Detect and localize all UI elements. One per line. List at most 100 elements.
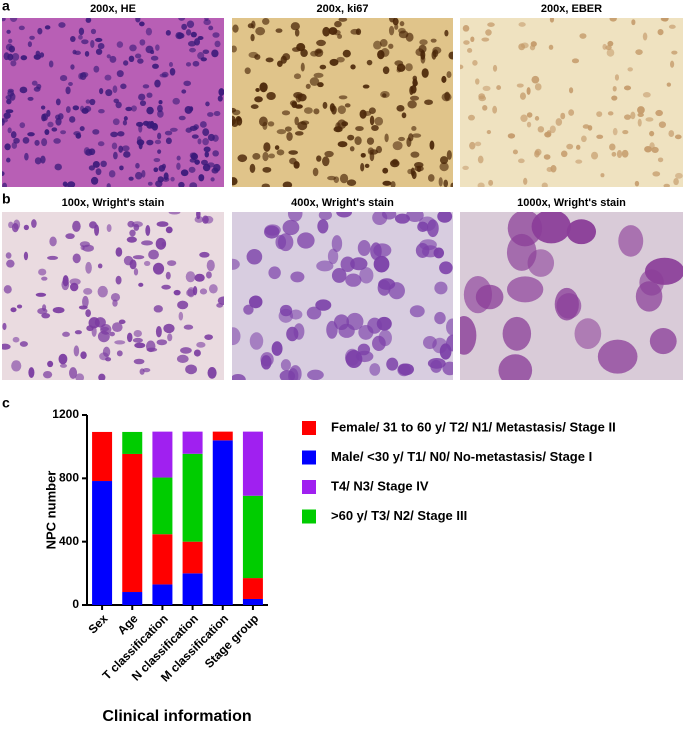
cell xyxy=(543,154,551,160)
cell xyxy=(99,87,104,95)
cell xyxy=(575,159,583,164)
legend-label: Female/ 31 to 60 y/ T2/ N1/ Metastasis/ … xyxy=(331,419,616,434)
cell xyxy=(152,63,159,69)
cell xyxy=(67,181,76,187)
cell xyxy=(8,38,13,44)
cell xyxy=(280,359,291,371)
cell xyxy=(155,237,167,250)
cell xyxy=(416,166,422,173)
cell xyxy=(138,282,144,287)
bar-segment xyxy=(212,440,233,605)
cell xyxy=(674,134,682,140)
cell xyxy=(202,215,209,224)
cell xyxy=(90,176,99,185)
cell xyxy=(300,62,305,72)
cell xyxy=(131,221,143,228)
cell xyxy=(373,40,382,50)
cell xyxy=(316,260,334,272)
cell xyxy=(410,151,420,158)
cell xyxy=(276,129,287,135)
cell xyxy=(138,142,143,150)
cell xyxy=(203,146,211,153)
cell xyxy=(284,126,292,132)
cell xyxy=(434,311,446,325)
cell xyxy=(176,32,185,39)
cell xyxy=(136,136,142,144)
panel-label: b xyxy=(2,191,11,207)
legend-label: Male/ <30 y/ T1/ N0/ No-metastasis/ Stag… xyxy=(331,449,592,464)
cell xyxy=(106,183,111,187)
cell xyxy=(165,271,171,280)
cell xyxy=(316,155,322,162)
cell xyxy=(376,316,392,331)
bar-segment xyxy=(152,477,173,535)
cell xyxy=(113,151,118,160)
cell xyxy=(378,278,396,290)
cell xyxy=(462,25,470,32)
cell xyxy=(60,130,67,135)
cell xyxy=(180,169,189,177)
cell xyxy=(28,367,35,378)
cell xyxy=(6,29,11,34)
cell xyxy=(293,91,303,99)
cell xyxy=(27,132,35,137)
cell xyxy=(147,181,153,186)
cell xyxy=(337,105,346,115)
cell xyxy=(317,82,324,88)
cell xyxy=(444,29,449,37)
cell xyxy=(460,64,464,70)
cell xyxy=(350,64,356,70)
cell xyxy=(622,130,629,135)
cell xyxy=(243,304,254,315)
cell xyxy=(142,368,151,373)
cell xyxy=(129,259,137,270)
cell xyxy=(394,213,410,224)
cell xyxy=(609,18,617,22)
cell xyxy=(276,149,285,156)
cell xyxy=(217,296,224,306)
cell xyxy=(345,273,362,287)
cell xyxy=(512,149,518,155)
cell xyxy=(18,25,25,31)
legend-swatch xyxy=(302,509,316,524)
cell xyxy=(382,66,390,75)
cell xyxy=(338,95,348,100)
cell xyxy=(108,170,116,178)
cell xyxy=(16,304,23,309)
cell xyxy=(37,27,43,35)
cell xyxy=(34,139,40,146)
cell xyxy=(657,28,664,36)
cell xyxy=(146,139,154,146)
cell xyxy=(202,49,210,54)
cell xyxy=(366,59,373,66)
cell xyxy=(357,343,371,356)
cell xyxy=(448,51,453,60)
cell xyxy=(488,179,494,186)
cell xyxy=(106,224,112,233)
bar-segment xyxy=(242,431,263,496)
cell xyxy=(600,173,605,178)
cell xyxy=(498,354,533,380)
cell xyxy=(133,358,145,365)
cell xyxy=(41,138,48,147)
cell xyxy=(142,120,150,126)
cell xyxy=(333,126,343,133)
bar-segment xyxy=(92,481,113,605)
cell xyxy=(405,63,413,72)
cell xyxy=(606,48,615,57)
cell xyxy=(4,143,11,151)
cell xyxy=(47,360,54,368)
cell xyxy=(566,219,597,245)
cell xyxy=(419,39,428,46)
cell xyxy=(204,151,210,158)
cell xyxy=(334,20,342,28)
image-title: 100x, Wright's stain xyxy=(62,197,165,209)
cell xyxy=(360,152,366,158)
cell xyxy=(206,259,215,272)
cell xyxy=(189,158,197,163)
cell xyxy=(316,39,326,47)
cell xyxy=(649,130,655,137)
cell xyxy=(13,219,21,230)
cell xyxy=(526,87,531,95)
